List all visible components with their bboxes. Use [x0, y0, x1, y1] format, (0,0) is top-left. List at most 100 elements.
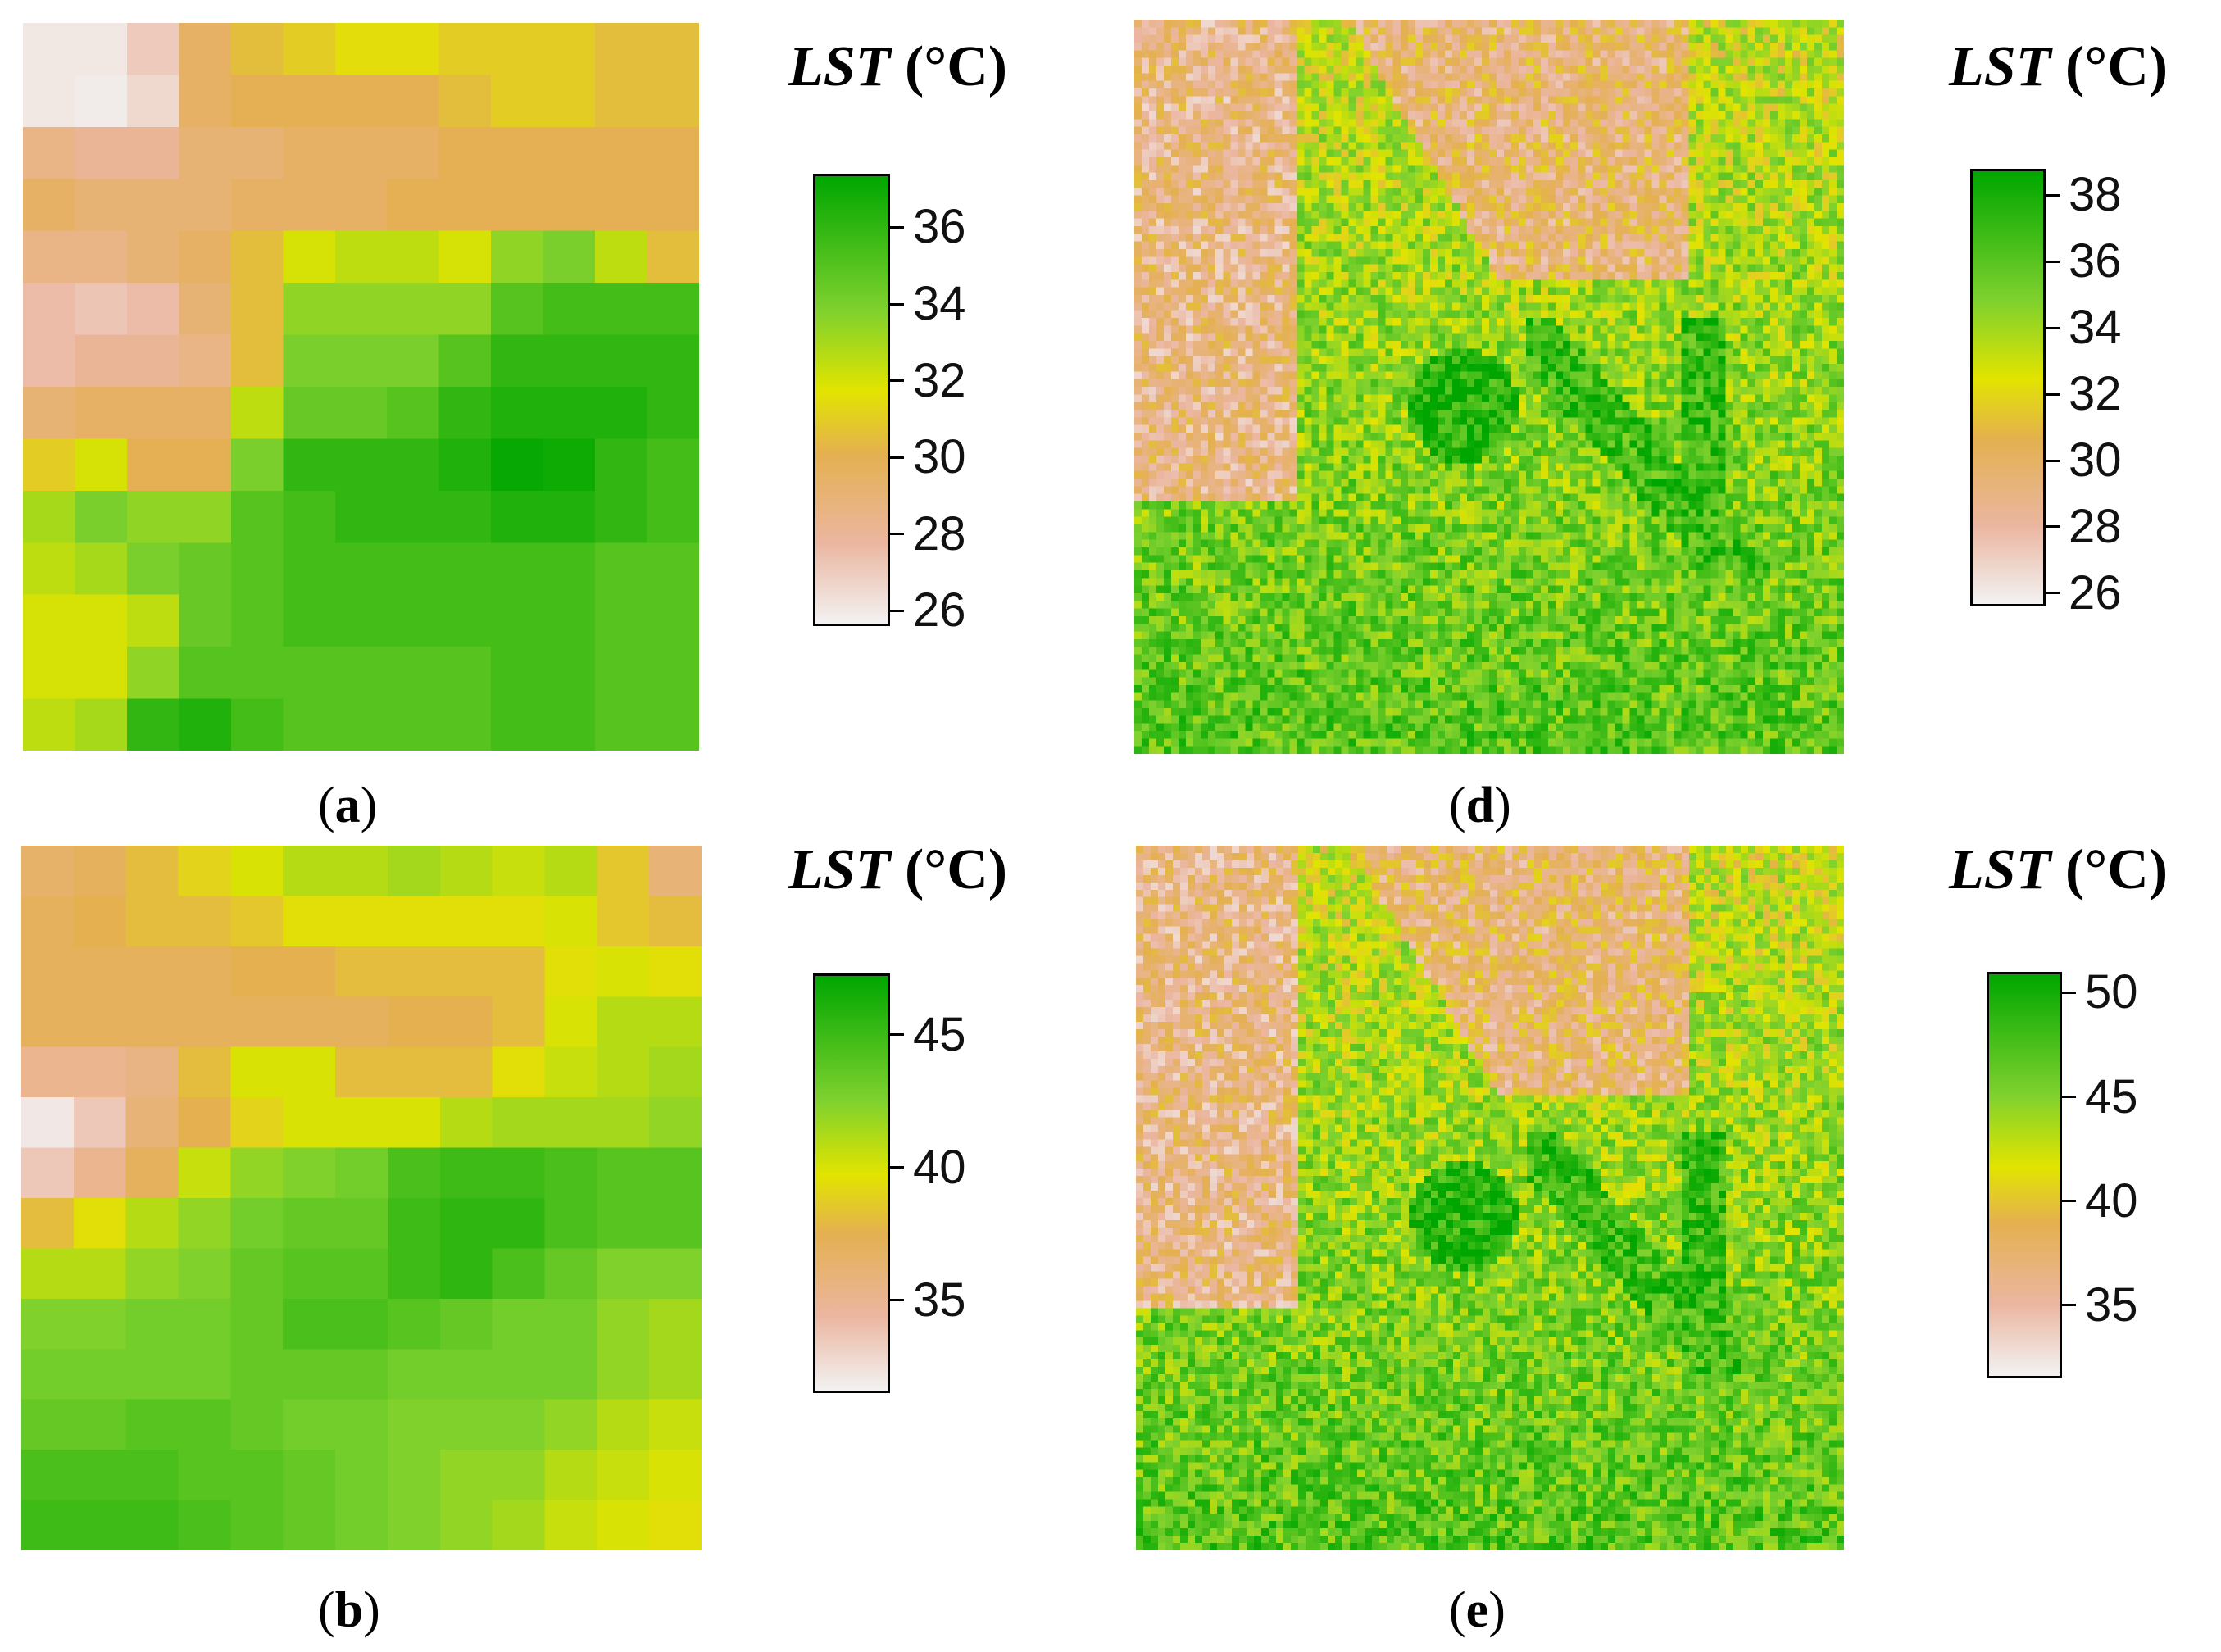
fine-pixel [1762, 157, 1771, 166]
fine-pixel [1326, 111, 1335, 120]
fine-pixel [1688, 341, 1697, 349]
fine-pixel [1356, 364, 1365, 372]
fine-pixel [1777, 379, 1786, 388]
fine-pixel [1659, 142, 1668, 151]
fine-pixel [1164, 157, 1172, 166]
fine-pixel [1548, 249, 1556, 257]
fine-pixel [1333, 211, 1342, 220]
fine-pixel [1311, 264, 1320, 273]
fine-pixel [1519, 66, 1527, 74]
fine-pixel [1497, 126, 1505, 135]
fine-pixel [1548, 218, 1556, 227]
fine-pixel [1164, 379, 1172, 388]
fine-pixel [1267, 256, 1275, 266]
fine-pixel [1474, 157, 1483, 166]
fine-pixel [1326, 256, 1335, 266]
fine-pixel [1459, 20, 1468, 28]
grid-cell [335, 1298, 388, 1350]
fine-pixel [1474, 211, 1483, 220]
fine-pixel [1186, 379, 1194, 388]
fine-pixel [1792, 356, 1801, 365]
fine-pixel [1378, 134, 1387, 143]
fine-pixel [1607, 241, 1615, 250]
fine-pixel [1142, 302, 1150, 311]
fine-pixel [1267, 226, 1275, 234]
fine-pixel [1511, 80, 1519, 89]
fine-pixel [1429, 234, 1438, 243]
fine-pixel [1274, 172, 1283, 181]
fine-pixel [1311, 20, 1320, 28]
fine-pixel [1607, 341, 1615, 349]
fine-pixel [1385, 364, 1394, 372]
fine-pixel [1385, 333, 1394, 342]
fine-pixel [1370, 364, 1379, 372]
fine-pixel [1570, 80, 1578, 89]
fine-pixel [1777, 172, 1786, 181]
fine-pixel [1481, 325, 1490, 334]
fine-pixel [1437, 325, 1446, 334]
fine-pixel [1444, 371, 1453, 380]
fine-pixel [1629, 333, 1638, 342]
fine-pixel [1769, 272, 1778, 280]
fine-pixel [1644, 264, 1653, 273]
fine-pixel [1792, 34, 1801, 43]
fine-pixel [1696, 195, 1705, 204]
fine-pixel [1459, 96, 1468, 105]
fine-pixel [1208, 126, 1216, 135]
fine-pixel [1407, 149, 1416, 158]
fine-pixel [1179, 96, 1187, 105]
grid-cell [543, 334, 596, 388]
fine-pixel [1526, 195, 1534, 204]
fine-pixel [1400, 157, 1409, 166]
grid-cell [75, 542, 128, 596]
fine-pixel [1201, 318, 1209, 326]
fine-pixel [1193, 211, 1201, 220]
fine-pixel [1193, 379, 1201, 388]
fine-pixel [1666, 50, 1675, 59]
fine-pixel [1422, 172, 1431, 181]
fine-pixel [1563, 119, 1571, 128]
fine-pixel [1585, 195, 1593, 204]
fine-pixel [1570, 287, 1578, 296]
fine-pixel [1134, 218, 1142, 227]
fine-pixel [1378, 218, 1387, 227]
fine-pixel [1459, 371, 1468, 380]
fine-pixel [1585, 172, 1593, 181]
fine-pixel [1267, 218, 1275, 227]
fine-pixel [1762, 218, 1771, 227]
fine-pixel [1578, 356, 1586, 365]
fine-pixel [1378, 279, 1387, 288]
fine-pixel [1497, 96, 1505, 105]
fine-pixel [1533, 264, 1542, 273]
fine-pixel [1341, 272, 1350, 280]
fine-pixel [1607, 356, 1615, 365]
fine-pixel [1806, 348, 1815, 357]
fine-pixel [1392, 180, 1401, 188]
fine-pixel [1696, 80, 1705, 89]
fine-pixel [1348, 96, 1357, 105]
fine-pixel [1370, 80, 1379, 89]
fine-pixel [1666, 119, 1675, 128]
fine-pixel [1497, 165, 1505, 174]
fine-pixel [1651, 88, 1660, 97]
fine-pixel [1208, 119, 1216, 128]
fine-pixel [1814, 318, 1823, 326]
fine-pixel [1407, 43, 1416, 51]
fine-pixel [1651, 241, 1660, 250]
fine-pixel [1319, 234, 1328, 243]
fine-pixel [1422, 73, 1431, 82]
fine-pixel [1696, 341, 1705, 349]
fine-pixel [1799, 310, 1808, 319]
fine-pixel [1578, 211, 1586, 220]
grid-cell [597, 946, 650, 997]
fine-pixel [1407, 279, 1416, 288]
fine-pixel [1703, 279, 1712, 288]
fine-pixel [1245, 172, 1253, 181]
fine-pixel [1481, 279, 1490, 288]
fine-pixel [1348, 66, 1357, 74]
grid-cell [647, 283, 699, 336]
fine-pixel [1451, 287, 1460, 296]
fine-pixel [1466, 218, 1475, 227]
fine-pixel [1733, 226, 1742, 234]
fine-pixel [1725, 264, 1734, 273]
